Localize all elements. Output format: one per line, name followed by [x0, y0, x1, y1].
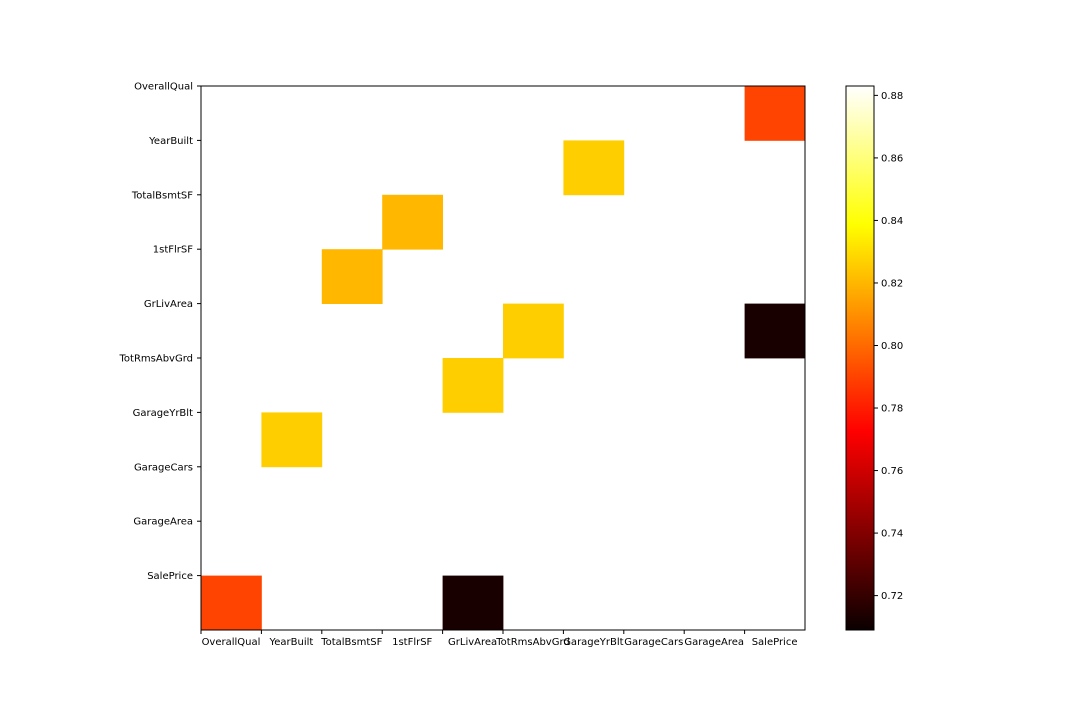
heatmap-cell-1stflrsf-totalbsmtsf	[321, 249, 383, 304]
y-tick-label: OverallQual	[134, 82, 193, 93]
colorbar-frame	[845, 85, 875, 631]
heatmap-cell-grlivarea-totrmsabvgrd	[503, 303, 564, 359]
heatmap-cell-saleprice-grlivarea	[442, 575, 504, 631]
x-tick-label: TotalBsmtSF	[320, 637, 382, 648]
x-tick-label: TotRmsAbvGrd	[495, 637, 570, 648]
y-tick-label: GarageYrBlt	[133, 408, 193, 419]
y-tick-label: YearBuilt	[148, 136, 193, 147]
colorbar-tick-label: 0.86	[881, 153, 903, 164]
colorbar-tick-label: 0.74	[881, 529, 903, 540]
y-tick-label: GarageArea	[133, 517, 193, 528]
y-tick-label: SalePrice	[147, 571, 193, 582]
x-tick-label: OverallQual	[202, 637, 261, 648]
x-tick-label: GarageArea	[684, 637, 744, 648]
x-tick-label: YearBuilt	[268, 637, 313, 648]
heatmap-cells	[201, 86, 806, 631]
colorbar-gradient	[846, 86, 874, 630]
x-tick-label: GarageCars	[624, 637, 683, 648]
colorbar-tick-label: 0.72	[881, 591, 903, 602]
heatmap-cell-totalbsmtsf-1stflrsf	[382, 194, 443, 250]
x-tick-label: SalePrice	[752, 637, 798, 648]
colorbar-tick-label: 0.88	[881, 91, 903, 102]
x-tick-label: 1stFlrSF	[392, 637, 432, 648]
y-axis: OverallQual YearBuilt TotalBsmtSF 1stFlrSF G…	[119, 82, 201, 582]
y-tick-label: 1stFlrSF	[153, 245, 193, 256]
y-tick-label: GrLivArea	[144, 299, 193, 310]
x-tick-label: GrLivArea	[448, 637, 497, 648]
y-tick-label: TotRmsAbvGrd	[119, 354, 194, 365]
x-tick-label: GarageYrBlt	[563, 637, 623, 648]
heatmap-cell-grlivarea-saleprice	[744, 303, 806, 359]
heatmap-cell-garageyrblt-yearbuilt	[261, 412, 323, 468]
colorbar: 0.72 0.74 0.76 0.78 0.80 0.82 0.84 0.86 0.88	[845, 85, 903, 631]
x-axis: OverallQual YearBuilt TotalBsmtSF 1stFlrSF G…	[200, 630, 798, 648]
colorbar-tick-label: 0.78	[881, 404, 903, 415]
colorbar-ticks: 0.72 0.74 0.76 0.78 0.80 0.82 0.84 0.86 0.88	[874, 91, 903, 602]
colorbar-tick-label: 0.84	[881, 216, 903, 227]
colorbar-tick-label: 0.80	[881, 341, 903, 352]
colorbar-tick-label: 0.82	[881, 278, 903, 289]
heatmap-cell-overallqual-saleprice	[744, 86, 806, 141]
heatmap-cell-saleprice-overallqual	[201, 575, 262, 631]
colorbar-tick-label: 0.76	[881, 466, 903, 477]
heatmap-cell-totrmsabvgrd-grlivarea	[442, 358, 504, 413]
y-tick-label: GarageCars	[134, 462, 193, 473]
heatmap-cell-yearbuilt-garageyrblt	[563, 140, 625, 196]
y-tick-label: TotalBsmtSF	[131, 190, 193, 201]
